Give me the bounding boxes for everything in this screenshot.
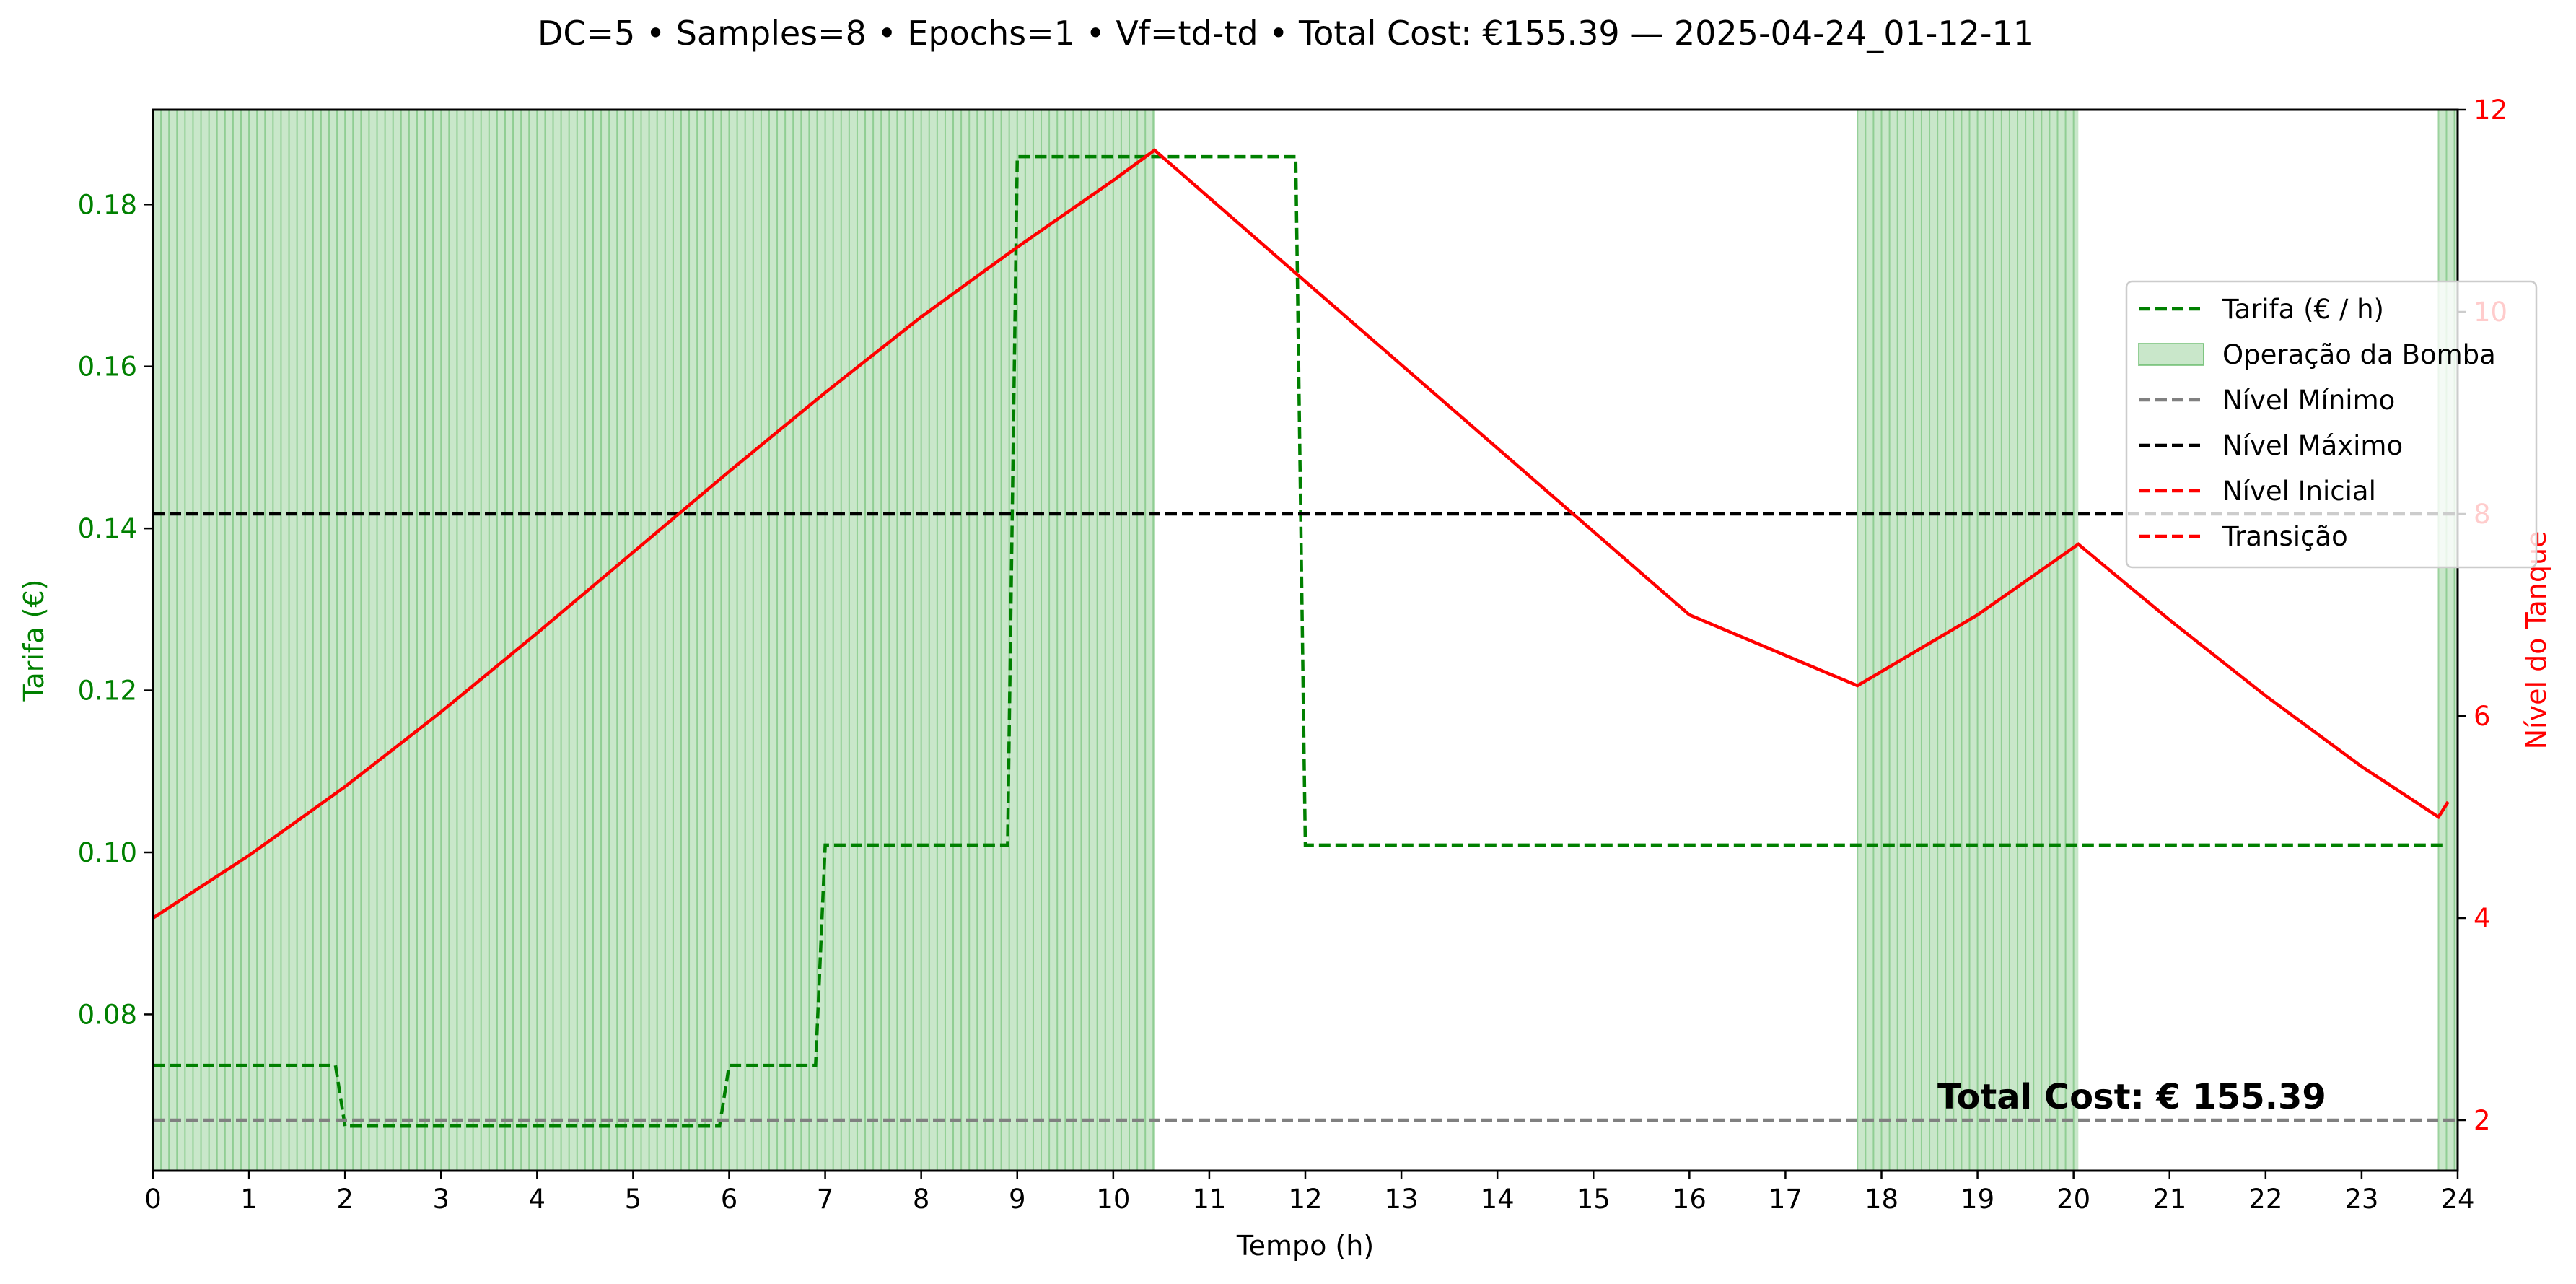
x-tick-label: 16 bbox=[1673, 1184, 1707, 1215]
pump-operation-band bbox=[153, 110, 1155, 1171]
series-line-tarifa-h bbox=[153, 154, 2443, 1128]
y-axis-left-label: Tarifa (€) bbox=[18, 580, 50, 702]
legend-label: Operação da Bomba bbox=[2222, 339, 2496, 370]
series-layer bbox=[152, 148, 2458, 1128]
pump-operation-layer bbox=[152, 110, 2458, 1171]
y-axis-right: 24681012 bbox=[2458, 95, 2507, 1136]
x-tick-label: 10 bbox=[1096, 1184, 1130, 1215]
x-axis-label: Tempo (h) bbox=[1236, 1230, 1374, 1262]
x-tick-label: 2 bbox=[336, 1184, 354, 1215]
x-tick-label: 12 bbox=[1288, 1184, 1322, 1215]
y-tick-label-left: 0.12 bbox=[78, 676, 137, 707]
total-cost-annotation: Total Cost: € 155.39 bbox=[1937, 1077, 2326, 1117]
x-tick-label: 20 bbox=[2056, 1184, 2090, 1215]
y-tick-label-left: 0.16 bbox=[78, 351, 137, 383]
x-tick-label: 7 bbox=[817, 1184, 834, 1215]
x-tick-label: 6 bbox=[721, 1184, 738, 1215]
x-tick-label: 13 bbox=[1385, 1184, 1419, 1215]
series-line-nivel-do-tanque bbox=[152, 148, 2450, 920]
x-axis: 0 1 2 3 4 5 6 7 8 9 10 11 12 13 14 15 16 17 18 19 20 21 22 23 24 bbox=[144, 1171, 2475, 1215]
y-tick-label-left: 0.14 bbox=[78, 513, 137, 544]
x-tick-label: 15 bbox=[1577, 1184, 1611, 1215]
y-tick-label-left: 0.18 bbox=[78, 189, 137, 220]
x-tick-label: 18 bbox=[1865, 1184, 1898, 1215]
pump-operation-band bbox=[1857, 110, 2079, 1171]
x-tick-label: 19 bbox=[1961, 1184, 1994, 1215]
x-tick-label: 24 bbox=[2440, 1184, 2474, 1215]
x-tick-label: 11 bbox=[1192, 1184, 1226, 1215]
x-tick-label: 8 bbox=[913, 1184, 930, 1215]
x-tick-label: 17 bbox=[1769, 1184, 1802, 1215]
chart-title: DC=5 • Samples=8 • Epochs=1 • Vf=td-td •… bbox=[538, 14, 2034, 53]
legend-label: Tarifa (€ / h) bbox=[2222, 294, 2384, 325]
x-tick-label: 0 bbox=[144, 1184, 162, 1215]
x-tick-label: 22 bbox=[2248, 1184, 2282, 1215]
y-tick-label-right: 12 bbox=[2474, 95, 2507, 126]
x-tick-label: 21 bbox=[2152, 1184, 2186, 1215]
x-tick-label: 3 bbox=[432, 1184, 450, 1215]
y-tick-label-right: 2 bbox=[2474, 1105, 2491, 1136]
x-tick-label: 4 bbox=[529, 1184, 546, 1215]
x-tick-label: 23 bbox=[2344, 1184, 2378, 1215]
legend: Tarifa (€ / h) Operação da Bomba Nível Mín… bbox=[2125, 280, 2538, 569]
x-tick-label: 9 bbox=[1009, 1184, 1026, 1215]
x-tick-label: 1 bbox=[240, 1184, 258, 1215]
y-tick-label-left: 0.10 bbox=[78, 837, 137, 868]
y-tick-label-right: 6 bbox=[2474, 701, 2491, 732]
y-tick-label-right: 4 bbox=[2474, 903, 2491, 934]
legend-label: Nível Inicial bbox=[2222, 476, 2376, 507]
y-tick-label-left: 0.08 bbox=[78, 999, 137, 1030]
legend-box bbox=[2125, 280, 2538, 569]
x-tick-label: 14 bbox=[1481, 1184, 1515, 1215]
legend-label: Nível Mínimo bbox=[2222, 385, 2395, 416]
legend-label: Transição bbox=[2222, 521, 2348, 552]
x-tick-label: 5 bbox=[625, 1184, 642, 1215]
legend-swatch bbox=[2138, 343, 2204, 366]
y-axis-left: 0.08 0.10 0.12 0.14 0.16 0.18 bbox=[78, 189, 153, 1030]
legend-label: Nível Máximo bbox=[2222, 430, 2403, 461]
